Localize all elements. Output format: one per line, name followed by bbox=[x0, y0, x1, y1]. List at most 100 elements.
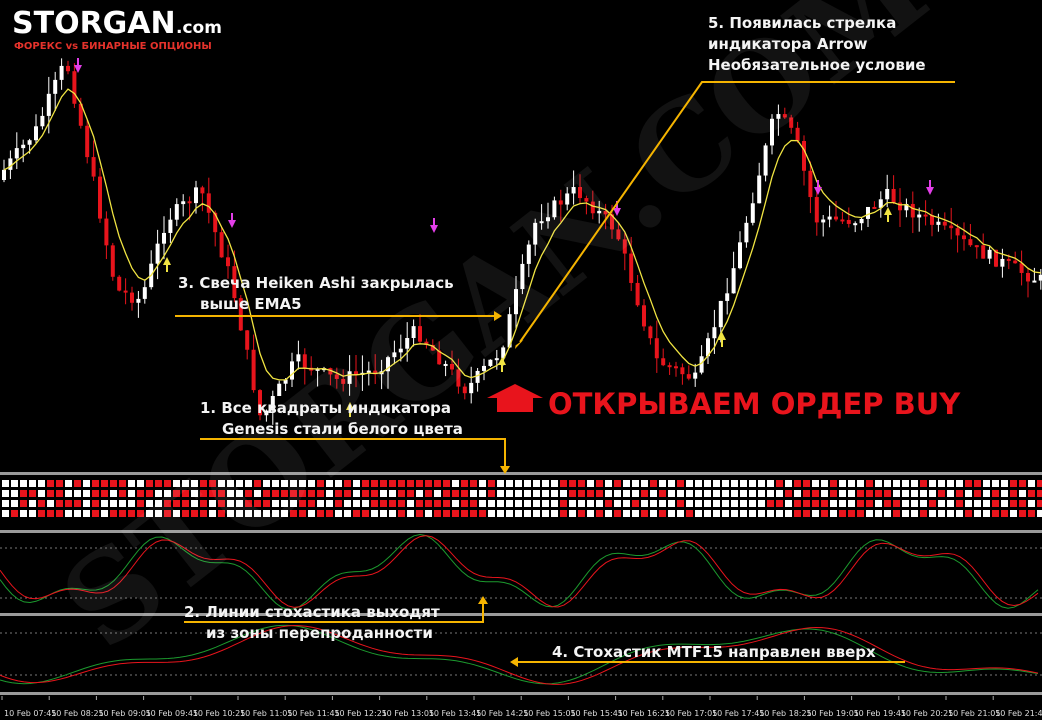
buy-mark bbox=[346, 402, 354, 417]
buy-mark bbox=[163, 257, 171, 272]
genesis-square bbox=[965, 480, 972, 487]
genesis-square bbox=[542, 490, 549, 497]
genesis-square bbox=[587, 500, 594, 507]
time-label: 10 Feb 16:25 bbox=[618, 709, 670, 718]
genesis-square bbox=[209, 500, 216, 507]
genesis-square bbox=[200, 490, 207, 497]
genesis-square bbox=[353, 480, 360, 487]
candle bbox=[283, 379, 288, 384]
genesis-square bbox=[254, 480, 261, 487]
candle bbox=[354, 371, 358, 375]
genesis-square bbox=[677, 490, 684, 497]
candle bbox=[718, 300, 723, 328]
genesis-square bbox=[362, 490, 369, 497]
genesis-square bbox=[425, 490, 432, 497]
genesis-square bbox=[776, 490, 783, 497]
genesis-square bbox=[389, 480, 396, 487]
genesis-square bbox=[506, 490, 513, 497]
annotation-line: индикатора Arrow bbox=[708, 35, 868, 53]
callout-head bbox=[515, 339, 524, 349]
genesis-square bbox=[344, 510, 351, 517]
genesis-square bbox=[569, 490, 576, 497]
genesis-square bbox=[470, 480, 477, 487]
candle bbox=[674, 366, 678, 369]
genesis-square bbox=[821, 510, 828, 517]
genesis-square bbox=[416, 510, 423, 517]
genesis-square bbox=[335, 510, 342, 517]
genesis-square bbox=[812, 500, 819, 507]
genesis-square bbox=[749, 490, 756, 497]
candle bbox=[430, 344, 435, 351]
genesis-square bbox=[425, 510, 432, 517]
genesis-square bbox=[488, 510, 495, 517]
genesis-square bbox=[182, 500, 189, 507]
genesis-square bbox=[380, 480, 387, 487]
time-label: 10 Feb 09:45 bbox=[146, 709, 198, 718]
genesis-square bbox=[902, 480, 909, 487]
candle bbox=[475, 370, 480, 383]
candle bbox=[846, 219, 851, 224]
genesis-square bbox=[704, 500, 711, 507]
candle bbox=[968, 239, 973, 246]
candle bbox=[27, 140, 32, 145]
candle bbox=[898, 202, 902, 211]
genesis-square bbox=[353, 500, 360, 507]
genesis-square bbox=[128, 490, 135, 497]
genesis-square bbox=[335, 490, 342, 497]
genesis-square bbox=[983, 480, 990, 487]
genesis-square bbox=[389, 500, 396, 507]
candle bbox=[315, 368, 320, 371]
genesis-square bbox=[848, 490, 855, 497]
genesis-square bbox=[803, 490, 810, 497]
genesis-square bbox=[659, 480, 666, 487]
candle bbox=[443, 363, 448, 366]
panel-separator bbox=[0, 692, 1042, 695]
genesis-square bbox=[884, 490, 891, 497]
time-label: 10 Feb 19:45 bbox=[854, 709, 906, 718]
time-label: 10 Feb 13:45 bbox=[429, 709, 481, 718]
genesis-square bbox=[695, 510, 702, 517]
candle bbox=[296, 354, 301, 362]
genesis-square bbox=[713, 490, 720, 497]
genesis-square bbox=[947, 480, 954, 487]
genesis-square bbox=[362, 510, 369, 517]
candle bbox=[469, 382, 474, 394]
genesis-square bbox=[848, 510, 855, 517]
genesis-square bbox=[128, 500, 135, 507]
genesis-square bbox=[713, 510, 720, 517]
genesis-square bbox=[119, 480, 126, 487]
genesis-square bbox=[92, 500, 99, 507]
genesis-square bbox=[515, 500, 522, 507]
genesis-square bbox=[875, 500, 882, 507]
candle bbox=[104, 218, 109, 246]
candle bbox=[136, 298, 141, 303]
candle bbox=[622, 239, 627, 254]
genesis-square bbox=[911, 510, 918, 517]
genesis-square bbox=[308, 480, 315, 487]
panel-separator bbox=[0, 530, 1042, 533]
candle bbox=[738, 242, 742, 269]
genesis-square bbox=[155, 510, 162, 517]
genesis-square bbox=[263, 480, 270, 487]
genesis-square bbox=[1010, 480, 1017, 487]
genesis-square bbox=[65, 480, 72, 487]
candle bbox=[949, 225, 954, 229]
candle bbox=[571, 187, 576, 194]
candle bbox=[1013, 260, 1018, 264]
candle bbox=[904, 203, 909, 211]
genesis-square bbox=[101, 500, 108, 507]
genesis-square bbox=[218, 490, 225, 497]
genesis-square bbox=[461, 490, 468, 497]
genesis-square bbox=[569, 510, 576, 517]
genesis-square bbox=[569, 480, 576, 487]
candle bbox=[546, 217, 550, 222]
genesis-square bbox=[785, 500, 792, 507]
annotation-line: выше EMA5 bbox=[200, 295, 302, 313]
candle bbox=[450, 363, 454, 370]
genesis-square bbox=[893, 490, 900, 497]
genesis-square bbox=[137, 500, 144, 507]
genesis-square bbox=[722, 510, 729, 517]
genesis-square bbox=[308, 510, 315, 517]
genesis-square bbox=[434, 500, 441, 507]
genesis-square bbox=[155, 490, 162, 497]
